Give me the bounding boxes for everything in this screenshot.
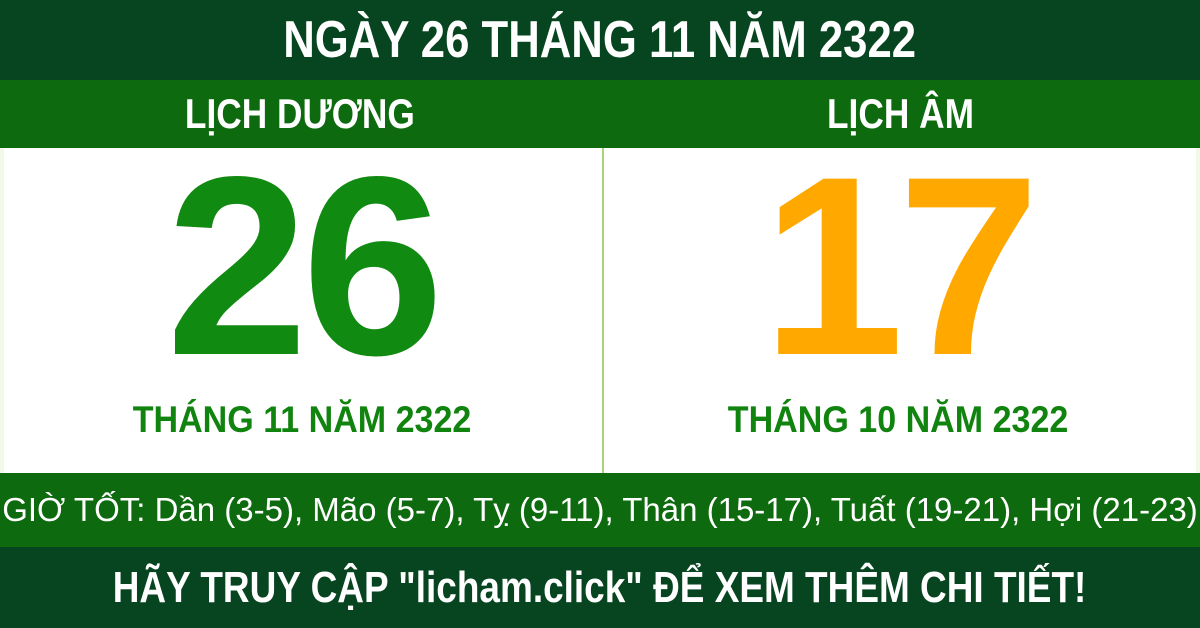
calendar-panel: 26 THÁNG 11 NĂM 2322 17 THÁNG 10 NĂM 232… [0,139,1200,473]
lunar-month-year: THÁNG 10 NĂM 2322 [727,399,1069,440]
solar-header-cell: LỊCH DƯƠNG [0,80,600,148]
good-hours-list: Dần (3-5), Mão (5-7), Tỵ (9-11), Thân (1… [145,491,1198,528]
lunar-day-number: 17 [762,124,1040,409]
lunar-calendar-label: LỊCH ÂM [826,90,974,137]
footer-bar: HÃY TRUY CẬP "licham.click" ĐỂ XEM THÊM … [0,547,1200,628]
good-hours-text: GIỜ TỐT: Dần (3-5), Mão (5-7), Tỵ (9-11)… [2,491,1198,529]
footer-cta: HÃY TRUY CẬP "licham.click" ĐỂ XEM THÊM … [113,562,1087,612]
panel-divider [602,148,604,473]
lunar-panel: 17 THÁNG 10 NĂM 2322 [600,139,1196,473]
solar-day-number: 26 [166,124,444,409]
solar-panel: 26 THÁNG 11 NĂM 2322 [4,139,600,473]
solar-calendar-label: LỊCH DƯƠNG [185,90,415,137]
header-bar: NGÀY 26 THÁNG 11 NĂM 2322 [0,0,1200,80]
good-hours-label: GIỜ TỐT: [2,491,146,528]
good-hours-bar: GIỜ TỐT: Dần (3-5), Mão (5-7), Tỵ (9-11)… [0,473,1200,547]
calendar-type-header: LỊCH DƯƠNG LỊCH ÂM [0,80,1200,148]
solar-month-year: THÁNG 11 NĂM 2322 [132,399,472,440]
header-date-title: NGÀY 26 THÁNG 11 NĂM 2322 [283,11,917,69]
lunar-header-cell: LỊCH ÂM [600,80,1200,148]
